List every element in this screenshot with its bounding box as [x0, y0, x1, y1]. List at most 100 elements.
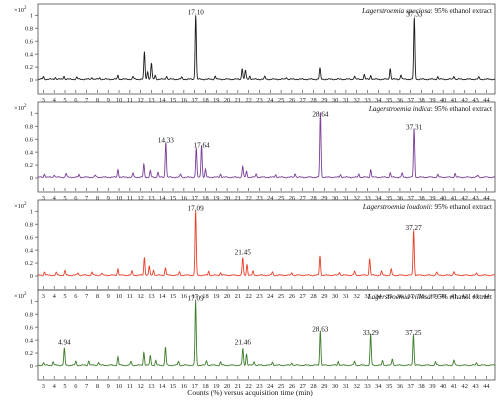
y-tick-label: 0.4 — [25, 337, 34, 344]
extract-label: : 95% ethanol extract — [431, 203, 492, 211]
x-tick-label: 39 — [429, 97, 435, 104]
x-tick-label: 9 — [107, 383, 110, 390]
x-tick-label: 11 — [127, 97, 133, 104]
y-tick-label: 0.2 — [25, 64, 33, 71]
x-tick-label: 23 — [256, 195, 262, 202]
x-tick-label: 36 — [397, 293, 403, 300]
x-tick-label: 42 — [462, 97, 468, 104]
y-multiplier-exponent: 2 — [24, 202, 27, 207]
x-tick-label: 10 — [116, 293, 122, 300]
y-tick-label: 0.4 — [25, 149, 34, 156]
x-tick-label: 5 — [63, 97, 66, 104]
x-tick-label: 36 — [397, 195, 403, 202]
x-tick-label: 30 — [332, 293, 338, 300]
y-tick-label: 0.8 — [25, 311, 33, 318]
x-tick-label: 10 — [116, 97, 122, 104]
x-tick-label: 7 — [85, 97, 89, 104]
x-tick-label: 43 — [472, 293, 478, 300]
x-tick-label: 7 — [85, 293, 89, 300]
peak-label: 14.33 — [158, 136, 175, 144]
x-tick-label: 24 — [267, 383, 274, 390]
x-tick-label: 9 — [107, 293, 110, 300]
x-tick-label: 38 — [418, 97, 424, 104]
y-tick-label: 1 — [30, 298, 33, 305]
y-multiplier-label: ×102 — [14, 6, 27, 14]
x-tick-label: 13 — [148, 293, 154, 300]
x-tick-label: 14 — [159, 293, 166, 300]
x-tick-label: 20 — [224, 293, 230, 300]
chromatogram-trace — [37, 300, 496, 367]
peak-label: 28.64 — [312, 110, 329, 118]
peak-label: 17.10 — [188, 9, 205, 17]
x-tick-label: 26 — [289, 195, 295, 202]
x-tick-label: 11 — [127, 195, 133, 202]
x-tick-label: 27 — [299, 383, 306, 390]
x-tick-label: 20 — [224, 383, 230, 390]
x-tick-label: 42 — [462, 293, 468, 300]
x-tick-label: 3 — [42, 383, 45, 390]
x-tick-label: 41 — [451, 293, 457, 300]
y-multiplier-label: ×102 — [14, 202, 27, 210]
x-tick-label: 11 — [127, 383, 133, 390]
x-tick-label: 38 — [418, 195, 424, 202]
x-tick-label: 17 — [191, 97, 198, 104]
x-tick-label: 12 — [137, 195, 143, 202]
x-tick-label: 28 — [310, 195, 316, 202]
x-tick-label: 14 — [159, 195, 166, 202]
y-tick-label: 0 — [30, 175, 33, 182]
x-tick-label: 4 — [53, 195, 57, 202]
x-tick-label: 28 — [310, 293, 316, 300]
x-tick-label: 25 — [278, 293, 284, 300]
x-tick-label: 39 — [429, 195, 435, 202]
x-tick-label: 30 — [332, 97, 338, 104]
x-tick-label: 33 — [364, 97, 370, 104]
x-tick-label: 36 — [397, 97, 403, 104]
panel-frame — [37, 101, 496, 193]
x-tick-label: 30 — [332, 195, 338, 202]
panel-frame — [37, 3, 496, 95]
peak-label: 37.27 — [406, 224, 423, 232]
x-tick-label: 40 — [440, 383, 446, 390]
x-tick-label: 44 — [483, 383, 490, 390]
x-tick-label: 22 — [245, 383, 251, 390]
x-tick-label: 22 — [245, 97, 251, 104]
x-tick-label: 40 — [440, 293, 446, 300]
x-tick-label: 15 — [170, 383, 176, 390]
x-tick-label: 31 — [343, 195, 349, 202]
x-tick-label: 43 — [472, 195, 478, 202]
y-tick-label: 0 — [30, 77, 33, 84]
x-tick-label: 7 — [85, 195, 89, 202]
x-tick-label: 40 — [440, 97, 446, 104]
x-tick-label: 26 — [289, 293, 295, 300]
x-tick-label: 35 — [386, 293, 392, 300]
x-tick-label: 26 — [289, 97, 295, 104]
panel-title: Lagerstroemia loudonii: 95% ethanol extr… — [362, 203, 492, 211]
x-tick-label: 19 — [213, 195, 219, 202]
x-tick-label: 16 — [181, 97, 187, 104]
x-tick-label: 32 — [354, 97, 360, 104]
x-tick-label: 16 — [181, 195, 187, 202]
x-tick-label: 23 — [256, 383, 262, 390]
x-tick-label: 26 — [289, 383, 295, 390]
x-tick-label: 37 — [408, 97, 415, 104]
x-tick-label: 37 — [408, 195, 415, 202]
extract-label: : 95% ethanol extract — [431, 105, 492, 113]
y-multiplier-exponent: 2 — [24, 104, 27, 109]
x-tick-label: 32 — [354, 195, 360, 202]
x-tick-label: 13 — [148, 383, 154, 390]
x-tick-label: 7 — [85, 383, 89, 390]
peak-label: 33.29 — [363, 329, 380, 337]
x-tick-label: 18 — [202, 195, 208, 202]
x-tick-label: 6 — [74, 195, 77, 202]
y-tick-label: 1 — [30, 12, 33, 19]
x-tick-label: 6 — [74, 293, 77, 300]
x-tick-label: 35 — [386, 97, 392, 104]
x-tick-label: 33 — [364, 293, 370, 300]
x-tick-label: 29 — [321, 195, 327, 202]
x-tick-label: 34 — [375, 383, 382, 390]
peak-label: 37.31 — [406, 123, 423, 131]
x-tick-label: 29 — [321, 383, 327, 390]
